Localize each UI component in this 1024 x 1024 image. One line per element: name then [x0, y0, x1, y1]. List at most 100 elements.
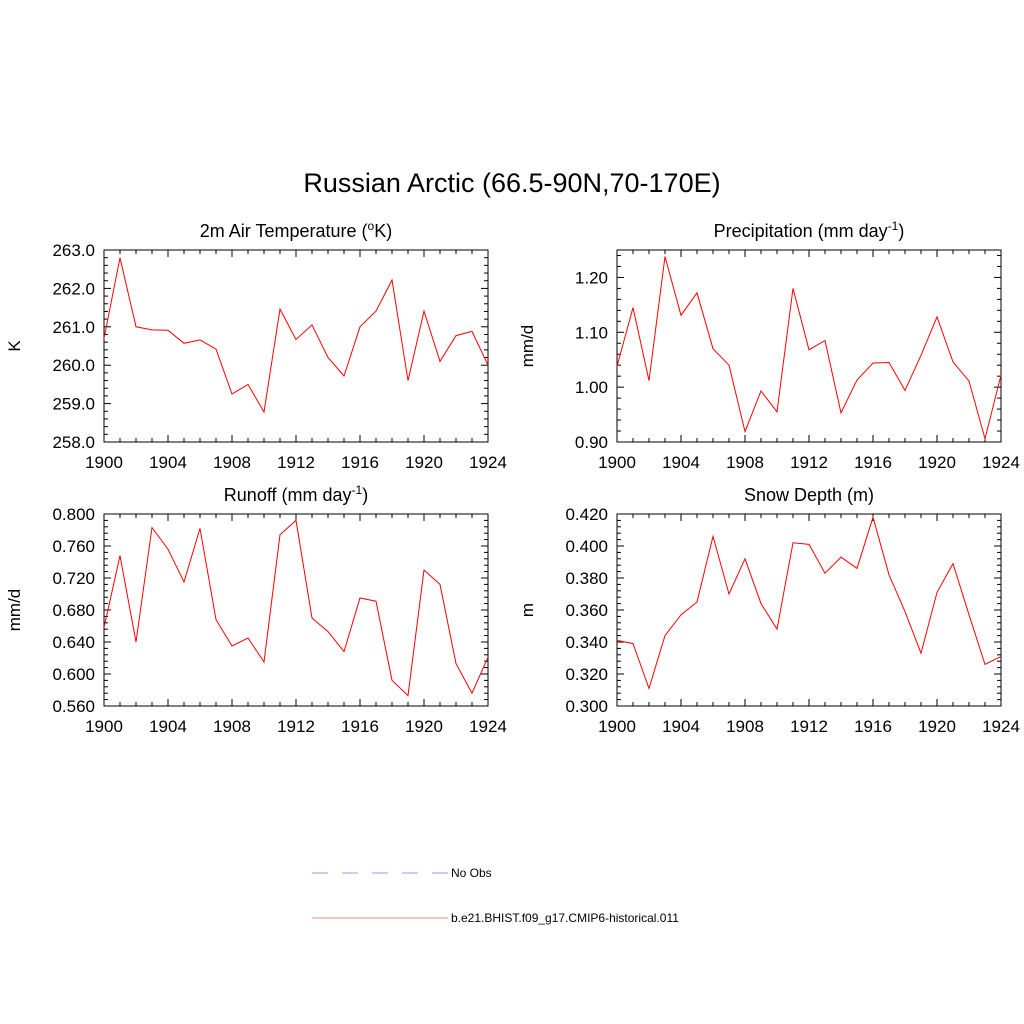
snow-depth-data-point — [856, 567, 858, 569]
runoff-data-point — [455, 662, 457, 664]
runoff-x-tick-label: 1912 — [277, 717, 315, 736]
runoff-data-point — [295, 519, 297, 521]
air-temperature-data-point — [119, 256, 121, 258]
air-temperature-data-point — [263, 411, 265, 413]
runoff-y-tick-label: 0.560 — [52, 697, 95, 716]
air-temperature-data-point — [343, 375, 345, 377]
snow-depth-data-point — [648, 687, 650, 689]
precipitation-y-tick-label: 1.10 — [575, 323, 608, 342]
panel-air-temperature: 258.0 259.0 260.0 261.0 262.0 263.0 1900 1904 19… — [5, 219, 507, 472]
snow-depth-data-point — [760, 602, 762, 604]
air-temperature-data-point — [247, 383, 249, 385]
snow-depth-x-tick-label: 1924 — [982, 717, 1020, 736]
snow-depth-x-tick-label: 1904 — [662, 717, 700, 736]
runoff-data-point — [167, 548, 169, 550]
runoff-data-point — [263, 661, 265, 663]
runoff-y-tick-label: 0.640 — [52, 633, 95, 652]
runoff-title: Runoff (mm day-1) — [224, 483, 368, 505]
air-temperature-plot-frame — [103, 249, 489, 443]
precipitation-data-point — [968, 380, 970, 382]
precipitation-data-point — [952, 361, 954, 363]
air-temperature-data-point — [439, 360, 441, 362]
air-temperature-y-axis-label: K — [5, 340, 24, 352]
snow-depth-y-tick-label: 0.320 — [565, 665, 608, 684]
precipitation-data-point — [920, 354, 922, 356]
air-temperature-y-tick-label: 260.0 — [52, 356, 95, 375]
air-temperature-data-point — [359, 326, 361, 328]
runoff-data-point — [231, 645, 233, 647]
runoff-y-tick-label: 0.680 — [52, 601, 95, 620]
air-temperature-data-point — [231, 393, 233, 395]
runoff-data-point — [135, 641, 137, 643]
runoff-x-tick-label: 1916 — [341, 717, 379, 736]
precipitation-y-tick-label: 1.00 — [575, 378, 608, 397]
air-temperature-data-point — [183, 342, 185, 344]
snow-depth-x-tick-label: 1900 — [598, 717, 636, 736]
precipitation-x-tick-label: 1904 — [662, 453, 700, 472]
air-temperature-x-tick-label: 1916 — [341, 453, 379, 472]
precipitation-data-point — [808, 349, 810, 351]
runoff-y-tick-label: 0.600 — [52, 665, 95, 684]
snow-depth-data-point — [936, 591, 938, 593]
legend-no-obs-swatch — [312, 872, 448, 874]
precipitation-x-tick-label: 1908 — [726, 453, 764, 472]
runoff-data-point — [375, 600, 377, 602]
runoff-series-line — [103, 519, 489, 697]
runoff-data-point — [183, 581, 185, 583]
precipitation-data-point — [856, 379, 858, 381]
runoff-y-tick-label: 0.760 — [52, 537, 95, 556]
snow-depth-data-point — [696, 601, 698, 603]
snow-depth-data-point — [872, 516, 874, 518]
precipitation-series-line — [616, 256, 1002, 441]
air-temperature-data-point — [423, 310, 425, 312]
snow-depth-y-tick-label: 0.340 — [565, 633, 608, 652]
snow-depth-x-tick-label: 1920 — [918, 717, 956, 736]
precipitation-y-axis-label: mm/d — [518, 325, 537, 368]
air-temperature-title: 2m Air Temperature (oK) — [200, 219, 392, 241]
runoff-data-point — [439, 583, 441, 585]
precipitation-data-point — [984, 438, 986, 440]
air-temperature-data-point — [407, 379, 409, 381]
panel-precipitation: 0.90 1.00 1.10 1.20 1900 1904 1908 1912 1916 1920… — [518, 219, 1020, 472]
snow-depth-y-tick-label: 0.380 — [565, 569, 608, 588]
runoff-x-tick-label: 1908 — [213, 717, 251, 736]
air-temperature-data-point — [295, 338, 297, 340]
air-temperature-y-tick-label: 262.0 — [52, 279, 95, 298]
snow-depth-y-tick-label: 0.420 — [565, 505, 608, 524]
precipitation-data-point — [888, 361, 890, 363]
air-temperature-y-tick-label: 261.0 — [52, 318, 95, 337]
precipitation-title: Precipitation (mm day-1) — [714, 219, 905, 241]
precipitation-data-point — [664, 255, 666, 257]
panel-runoff: 0.560 0.600 0.640 0.680 0.720 0.760 0.800 1900 1… — [5, 483, 507, 736]
snow-depth-title: Snow Depth (m) — [744, 485, 874, 505]
runoff-data-point — [327, 630, 329, 632]
air-temperature-x-tick-label: 1908 — [213, 453, 251, 472]
snow-depth-x-tick-label: 1908 — [726, 717, 764, 736]
snow-depth-data-point — [712, 535, 714, 537]
air-temperature-x-tick-label: 1912 — [277, 453, 315, 472]
air-temperature-data-point — [455, 334, 457, 336]
precipitation-data-point — [696, 292, 698, 294]
runoff-x-tick-label: 1920 — [405, 717, 443, 736]
air-temperature-data-point — [311, 324, 313, 326]
snow-depth-data-point — [616, 639, 618, 641]
precipitation-data-point — [712, 348, 714, 350]
air-temperature-data-point — [487, 364, 489, 366]
precipitation-data-point — [728, 364, 730, 366]
snow-depth-data-point — [968, 614, 970, 616]
snow-depth-data-point — [776, 628, 778, 630]
air-temperature-data-point — [199, 339, 201, 341]
snow-depth-y-tick-label: 0.300 — [565, 697, 608, 716]
runoff-data-point — [151, 526, 153, 528]
runoff-data-point — [391, 679, 393, 681]
snow-depth-data-point — [680, 614, 682, 616]
runoff-data-point — [311, 617, 313, 619]
snow-depth-data-point — [632, 642, 634, 644]
air-temperature-x-tick-label: 1920 — [405, 453, 443, 472]
precipitation-x-tick-label: 1924 — [982, 453, 1020, 472]
snow-depth-data-point — [984, 663, 986, 665]
precipitation-y-tick-label: 0.90 — [575, 433, 608, 452]
runoff-x-tick-label: 1900 — [85, 717, 123, 736]
runoff-data-point — [423, 569, 425, 571]
legend-model-label: b.e21.BHIST.f09_g17.CMIP6-historical.011 — [451, 911, 679, 925]
